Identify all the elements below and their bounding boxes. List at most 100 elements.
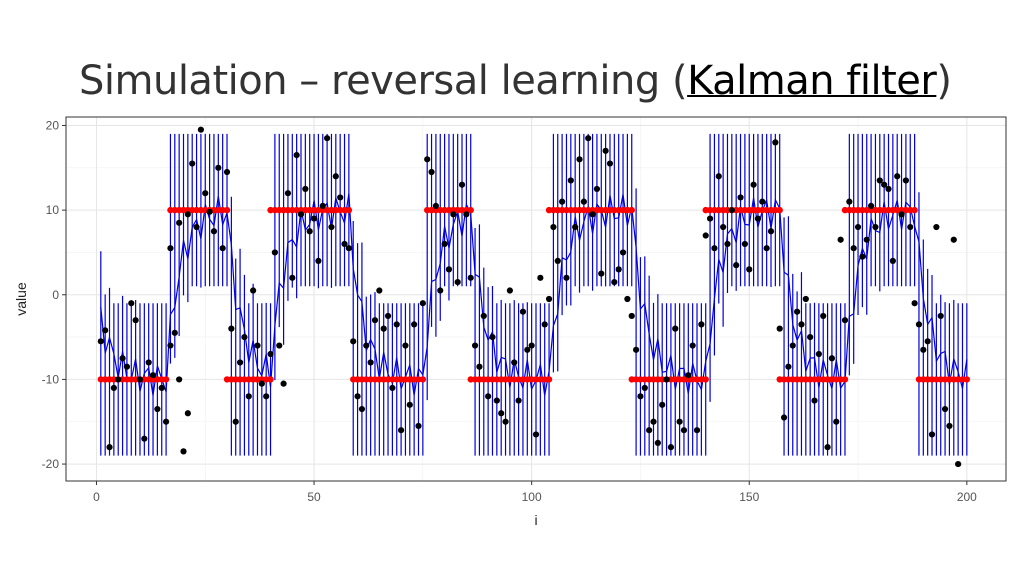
observation-point [654,439,661,447]
observation-point [223,168,231,176]
observation-point [467,274,474,281]
observation-point [380,325,387,332]
observation-point [236,359,244,366]
slide-title: Simulation – reversal learning (Kalman f… [79,58,952,104]
observation-point [128,300,135,307]
observation-point [885,185,892,193]
observation-point [254,342,261,349]
observation-point [289,274,296,281]
observation-point [933,223,940,231]
observation-point [389,384,396,391]
observation-point [515,397,522,404]
x-tick-label: 0 [93,490,100,504]
observation-point [524,346,531,353]
observation-point [572,223,579,231]
observation-point [876,177,883,184]
true-mean-point [267,376,274,383]
y-tick-label: 20 [46,118,60,132]
observation-point [637,393,644,400]
observation-point [559,198,566,205]
observation-point [937,312,944,320]
observation-point [141,435,148,442]
x-tick-label: 50 [307,490,321,504]
observation-point [650,418,657,425]
observation-point [241,333,248,341]
true-mean-point [162,376,170,383]
observation-point [724,240,731,248]
observation-point [628,312,635,320]
observation-point [419,300,426,307]
observation-point [693,427,701,434]
observation-point [411,321,418,328]
observation-point [267,350,274,358]
observation-point [576,156,583,163]
observation-point [881,181,888,188]
observation-point [345,245,352,252]
observation-point [611,278,618,286]
observation-point [471,342,479,349]
y-tick-label: -10 [42,372,60,386]
observation-point [859,253,866,260]
observation-point [580,198,587,205]
observation-point [915,321,923,328]
true-mean-point [702,376,709,383]
observation-point [354,393,361,400]
observation-point [228,325,235,332]
observation-point [145,359,152,366]
y-tick-label: 0 [52,288,59,302]
observation-point [720,223,727,231]
true-mean-point [841,376,849,383]
observation-point [511,359,518,366]
observation-point [319,202,326,209]
observation-point [550,223,557,231]
observation-point [759,198,766,205]
observation-point [519,308,527,315]
observation-point [728,207,735,214]
x-axis-label: i [534,512,537,528]
observation-point [589,211,596,218]
observation-point [97,338,104,345]
observation-point [528,342,535,349]
observation-point [741,240,748,248]
observation-point [197,126,205,133]
observation-point [406,401,413,408]
observation-point [341,240,348,248]
observation-point [445,266,453,273]
observation-point [689,342,696,349]
observation-point [863,236,870,243]
observation-point [184,211,191,218]
observation-point [567,177,574,184]
observation-point [132,317,139,324]
observation-point [219,245,226,252]
observation-point [615,266,622,273]
observation-point [789,342,796,349]
observation-point [606,160,614,167]
observation-point [898,211,905,218]
observation-point [189,160,196,167]
observation-point [293,151,300,159]
observation-point [328,223,335,231]
observation-point [149,372,157,379]
observation-point [437,287,444,294]
observation-point [441,240,448,248]
observation-point [846,198,853,205]
observation-point [393,321,400,328]
observation-point [506,287,513,294]
true-mean-point [345,206,353,214]
true-mean-point [776,206,783,214]
observation-point [946,422,953,430]
observation-point [763,245,770,252]
observation-point [785,363,792,370]
panel-border [65,116,1007,482]
observation-point [450,211,457,218]
observation-point [276,342,283,349]
observation-point [367,359,374,366]
observation-point [402,342,409,349]
observation-point [907,223,914,231]
observation-point [541,321,548,328]
observation-point [593,185,601,193]
observation-point [432,202,440,209]
observation-point [184,410,191,417]
observation-point [310,215,318,222]
